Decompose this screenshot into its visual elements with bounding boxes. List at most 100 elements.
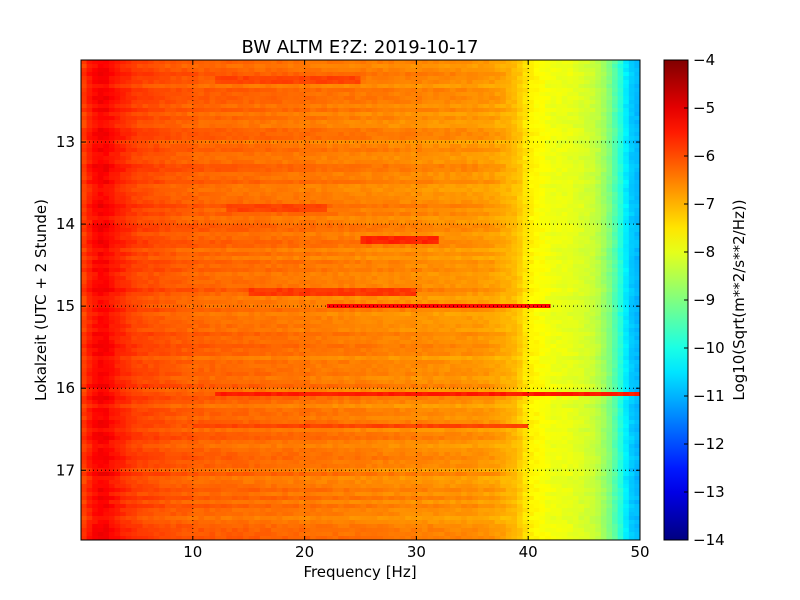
heatmap-cell xyxy=(299,128,306,133)
heatmap-cell xyxy=(226,224,233,229)
heatmap-cell xyxy=(600,244,608,249)
heatmap-cell xyxy=(477,88,485,93)
heatmap-cell xyxy=(310,108,317,113)
heatmap-cell xyxy=(92,204,99,209)
heatmap-cell xyxy=(377,196,384,201)
heatmap-cell xyxy=(550,156,557,161)
heatmap-cell xyxy=(589,164,596,169)
heatmap-cell xyxy=(572,100,580,105)
heatmap-cell xyxy=(612,236,619,241)
heatmap-cell xyxy=(176,68,183,73)
heatmap-cell xyxy=(159,160,166,165)
heatmap-cell xyxy=(271,248,278,253)
heatmap-cell xyxy=(522,164,529,169)
heatmap-cell xyxy=(354,88,362,93)
heatmap-cell xyxy=(136,112,144,117)
heatmap-cell xyxy=(533,76,540,81)
heatmap-cell xyxy=(176,204,183,209)
heatmap-cell xyxy=(349,68,356,73)
heatmap-cell xyxy=(343,172,350,177)
heatmap-cell xyxy=(433,148,440,153)
heatmap-cell xyxy=(231,240,239,245)
heatmap-cell xyxy=(142,148,149,153)
heatmap-cell xyxy=(332,256,339,261)
heatmap-cell xyxy=(371,184,378,189)
heatmap-cell xyxy=(343,184,350,189)
heatmap-cell xyxy=(120,220,127,225)
heatmap-cell xyxy=(231,232,239,237)
heatmap-cell xyxy=(125,192,132,197)
heatmap-cell xyxy=(338,192,345,197)
heatmap-cell xyxy=(159,128,166,133)
heatmap-cell xyxy=(377,156,384,161)
heatmap-cell xyxy=(382,204,390,209)
heatmap-cell xyxy=(377,68,384,73)
heatmap-cell xyxy=(360,128,367,133)
heatmap-cell xyxy=(243,204,250,209)
heatmap-cell xyxy=(231,220,239,225)
heatmap-cell xyxy=(539,116,546,121)
heatmap-cell xyxy=(455,92,462,97)
heatmap-cell xyxy=(382,80,390,85)
heatmap-cell xyxy=(567,76,574,81)
heatmap-cell xyxy=(271,212,278,217)
heatmap-cell xyxy=(170,252,177,257)
heatmap-cell xyxy=(528,236,535,241)
heatmap-cell xyxy=(416,124,423,129)
heatmap-cell xyxy=(97,184,104,189)
heatmap-cell xyxy=(310,128,317,133)
heatmap-cell xyxy=(589,128,596,133)
heatmap-cell xyxy=(254,100,261,105)
heatmap-cell xyxy=(282,120,289,125)
heatmap-cell xyxy=(494,116,501,121)
heatmap-cell xyxy=(170,132,177,137)
heatmap-cell xyxy=(259,168,267,173)
heatmap-cell xyxy=(125,140,132,145)
heatmap-cell xyxy=(259,60,267,65)
heatmap-cell xyxy=(192,192,199,197)
heatmap-cell xyxy=(433,204,440,209)
heatmap-cell xyxy=(595,188,602,193)
heatmap-cell xyxy=(595,196,602,201)
heatmap-cell xyxy=(243,216,250,221)
heatmap-cell xyxy=(192,244,199,249)
heatmap-cell xyxy=(142,204,149,209)
heatmap-cell xyxy=(92,188,99,193)
heatmap-cell xyxy=(433,220,440,225)
heatmap-cell xyxy=(203,128,211,133)
heatmap-cell xyxy=(505,100,513,105)
heatmap-cell xyxy=(561,96,568,101)
heatmap-cell xyxy=(427,232,434,237)
heatmap-cell xyxy=(304,256,311,261)
heatmap-cell xyxy=(131,120,138,125)
heatmap-cell xyxy=(148,212,155,217)
heatmap-cell xyxy=(176,100,183,105)
heatmap-cell xyxy=(198,180,205,185)
heatmap-cell xyxy=(623,212,630,217)
heatmap-cell xyxy=(354,116,362,121)
heatmap-cell xyxy=(343,204,350,209)
heatmap-cell xyxy=(394,184,401,189)
heatmap-cell xyxy=(86,200,93,205)
heatmap-cell xyxy=(209,148,216,153)
heatmap-cell xyxy=(522,88,529,93)
heatmap-cell xyxy=(489,208,496,213)
heatmap-cell xyxy=(231,184,239,189)
heatmap-cell xyxy=(500,192,507,197)
heatmap-cell xyxy=(366,248,373,253)
heatmap-cell xyxy=(198,112,205,117)
heatmap-cell xyxy=(612,220,619,225)
heatmap-cell xyxy=(505,72,513,77)
heatmap-cell xyxy=(259,96,267,101)
heatmap-cell xyxy=(326,72,334,77)
heatmap-cell xyxy=(483,80,490,85)
heatmap-cell xyxy=(466,68,473,73)
heatmap-cell xyxy=(427,216,434,221)
heatmap-cell xyxy=(215,152,222,157)
heatmap-cell xyxy=(265,124,272,129)
heatmap-cell xyxy=(360,84,367,89)
heatmap-cell xyxy=(394,124,401,129)
heatmap-cell xyxy=(276,144,283,149)
heatmap-cell xyxy=(410,232,417,237)
heatmap-cell xyxy=(153,144,160,149)
